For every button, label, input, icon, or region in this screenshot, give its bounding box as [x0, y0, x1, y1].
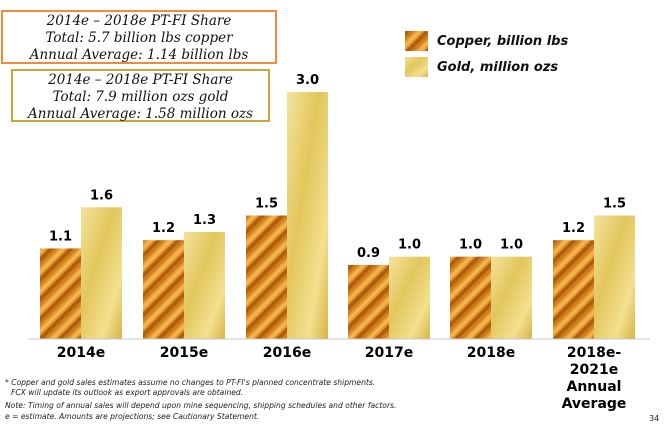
- copper-swatch-icon: [405, 31, 428, 51]
- page-number: 34: [649, 414, 660, 423]
- legend-item-gold: Gold, million ozs: [405, 56, 558, 78]
- bar-gold-5: [594, 215, 635, 339]
- bar-copper-0: [40, 248, 81, 339]
- data-label-copper-2: 1.5: [255, 197, 278, 212]
- data-label-gold-2: 3.0: [296, 73, 319, 88]
- bar-gold-3: [389, 256, 430, 339]
- bar-group: 1.1 1.6 2014e 1.2 1.3 2015e 1.5 3.0 2016e 0.9 1.0 2…: [40, 73, 635, 412]
- copper-box-total: Total: 5.7 billion lbs copper: [45, 30, 233, 46]
- category-label-0: 2014e: [57, 345, 105, 361]
- gold-box-total: Total: 7.9 million ozs gold: [52, 89, 229, 105]
- bar-gold-1: [184, 231, 225, 339]
- data-label-gold-4: 1.0: [500, 238, 523, 253]
- data-label-copper-1: 1.2: [152, 221, 175, 236]
- bar-gold-2: [287, 92, 328, 339]
- category-label-5-line-2: Annual: [567, 379, 622, 395]
- data-label-gold-1: 1.3: [193, 213, 216, 228]
- bar-gold-4: [491, 256, 532, 339]
- data-label-copper-3: 0.9: [357, 246, 380, 261]
- bar-copper-1: [143, 240, 184, 339]
- footnote-1: * Copper and gold sales estimates assume…: [5, 378, 376, 387]
- category-label-2: 2016e: [263, 345, 311, 361]
- data-label-copper-0: 1.1: [49, 229, 72, 244]
- gold-box-average: Annual Average: 1.58 million ozs: [28, 106, 253, 122]
- gold-swatch-icon: [405, 57, 428, 77]
- bar-copper-4: [450, 256, 491, 339]
- data-label-gold-3: 1.0: [398, 238, 421, 253]
- category-label-5-line-3: Average: [562, 396, 627, 412]
- category-label-5-line-1: 2021e: [570, 362, 618, 378]
- footnote-4: e = estimate. Amounts are projections; s…: [5, 412, 260, 421]
- bar-copper-3: [348, 264, 389, 339]
- data-label-gold-0: 1.6: [90, 188, 113, 203]
- gold-share-box: 2014e – 2018e PT-FI Share Total: 7.9 mil…: [11, 69, 270, 122]
- footnote-3: Note: Timing of annual sales will depend…: [5, 401, 397, 410]
- data-label-gold-5: 1.5: [603, 197, 626, 212]
- category-label-4: 2018e: [467, 345, 515, 361]
- data-label-copper-5: 1.2: [562, 221, 585, 236]
- gold-box-title: 2014e – 2018e PT-FI Share: [48, 72, 233, 88]
- bar-copper-5: [553, 240, 594, 339]
- bar-gold-0: [81, 207, 122, 339]
- data-label-copper-4: 1.0: [459, 238, 482, 253]
- legend-label-gold: Gold, million ozs: [437, 59, 559, 75]
- copper-share-box: 2014e – 2018e PT-FI Share Total: 5.7 bil…: [1, 10, 277, 64]
- legend-item-copper: Copper, billion lbs: [405, 30, 568, 52]
- legend-label-copper: Copper, billion lbs: [437, 33, 569, 49]
- category-label-3: 2017e: [365, 345, 413, 361]
- copper-box-average: Annual Average: 1.14 billion lbs: [29, 47, 249, 63]
- category-label-1: 2015e: [160, 345, 208, 361]
- copper-box-title: 2014e – 2018e PT-FI Share: [46, 13, 232, 29]
- category-label-5-line-0: 2018e-: [567, 345, 621, 361]
- footnote-2: FCX will update its outlook as export ap…: [11, 388, 244, 397]
- bar-copper-2: [246, 215, 287, 339]
